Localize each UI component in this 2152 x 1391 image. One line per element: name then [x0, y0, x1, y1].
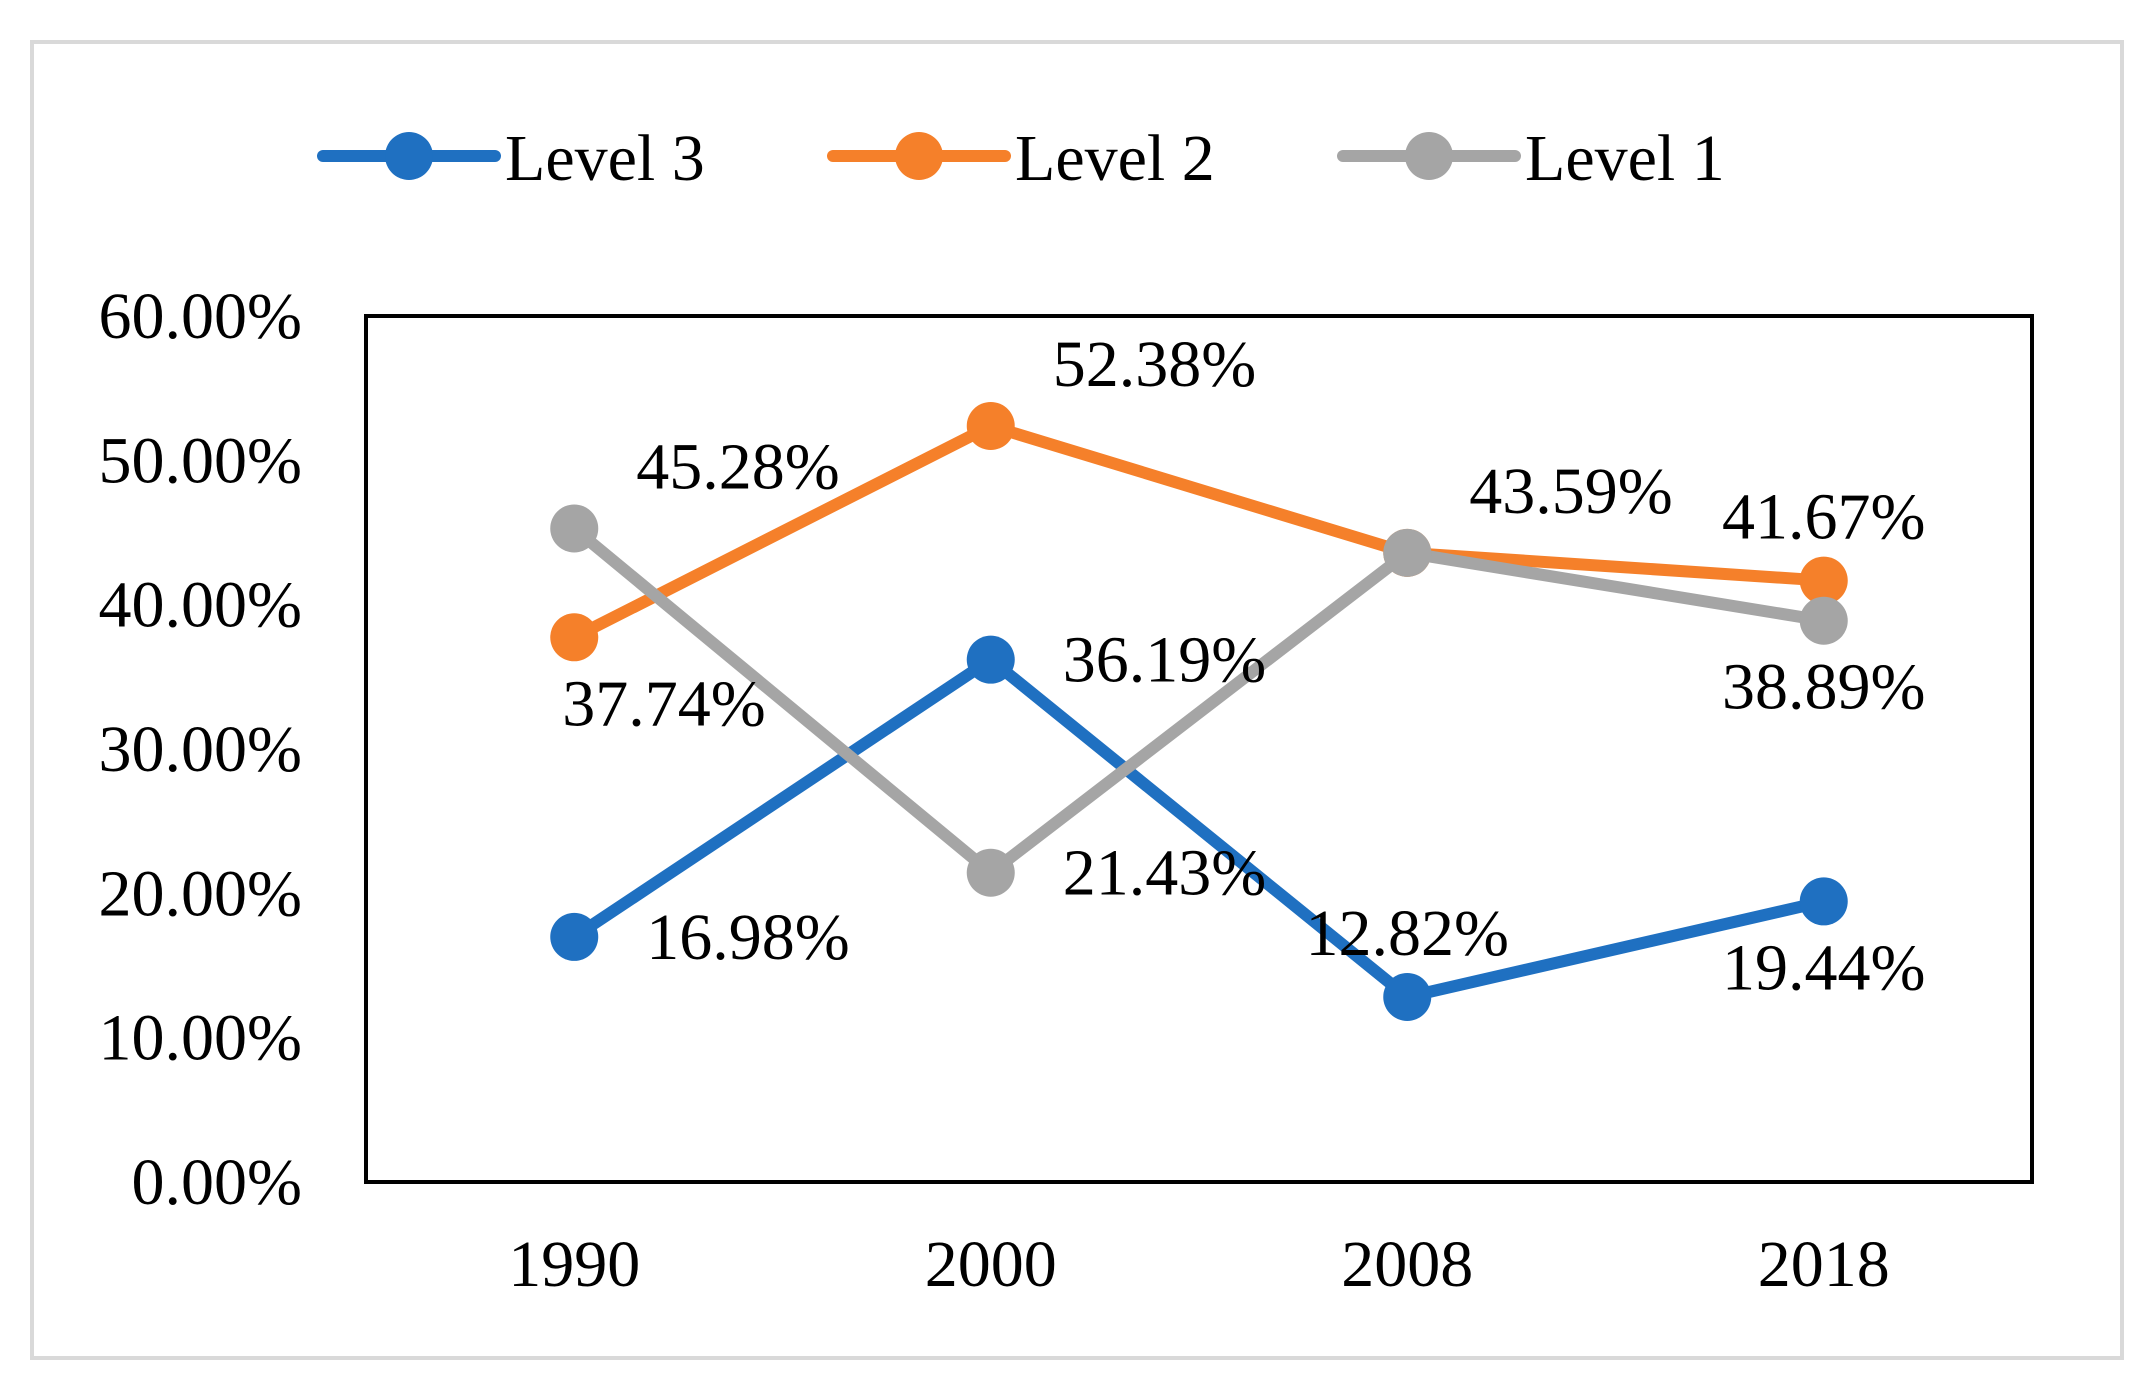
data-label-level-1: 21.43%	[1063, 837, 1266, 910]
legend: Level 3 Level 2 Level 1	[317, 122, 1725, 195]
y-tick-label: 50.00%	[99, 424, 302, 497]
series-layer	[550, 401, 1848, 1021]
data-point-level-3	[1383, 972, 1432, 1021]
data-label-level-2: 37.74%	[562, 667, 765, 740]
y-tick-label: 20.00%	[99, 857, 302, 930]
data-point-level-3	[1799, 877, 1848, 926]
x-tick-label: 2000	[925, 1228, 1057, 1301]
data-point-level-2	[966, 401, 1015, 450]
data-point-level-3	[966, 635, 1015, 684]
legend-label-level-2: Level 2	[1015, 122, 1215, 195]
data-point-level-1	[1383, 528, 1432, 577]
x-tick-label: 2018	[1758, 1228, 1890, 1301]
y-tick-label: 10.00%	[99, 1002, 302, 1075]
data-point-level-1	[966, 848, 1015, 897]
x-tick-label: 2008	[1341, 1228, 1473, 1301]
data-label-level-1-overlap: 43.59%	[1469, 455, 1672, 528]
series-line-level-2	[568, 419, 1830, 644]
data-label-level-2: 43.59%	[1469, 455, 1672, 528]
data-point-level-2	[1799, 556, 1848, 605]
data-label-level-2: 52.38%	[1053, 328, 1256, 401]
data-point-level-1	[550, 504, 599, 553]
y-axis: 0.00% 10.00% 20.00% 30.00% 40.00% 50.00% 60.00…	[99, 280, 302, 1219]
legend-marker-level-1	[1405, 132, 1453, 180]
plot-area	[364, 314, 2034, 1184]
chart-outer-border	[30, 40, 2124, 1360]
data-label-level-3: 12.82%	[1306, 897, 1509, 970]
data-label-level-3: 19.44%	[1722, 931, 1925, 1004]
y-tick-label: 30.00%	[99, 713, 302, 786]
data-label-level-1: 45.28%	[636, 430, 839, 503]
x-axis: 1990 2000 2008 2018	[508, 1228, 1890, 1301]
series-level-3	[550, 635, 1848, 1021]
data-label-level-2: 41.67%	[1722, 481, 1925, 554]
data-point-level-2	[550, 613, 599, 662]
legend-item-level-1: Level 1	[1337, 122, 1725, 195]
legend-marker-level-2	[895, 132, 943, 180]
series-line-level-1	[568, 522, 1830, 879]
data-point-level-1	[1799, 596, 1848, 645]
x-tick-label: 1990	[508, 1228, 640, 1301]
series-line-level-3	[568, 653, 1830, 1003]
data-label-level-1: 38.89%	[1722, 651, 1925, 724]
legend-label-level-3: Level 3	[505, 122, 705, 195]
data-point-level-3	[550, 912, 599, 961]
data-label-level-3: 36.19%	[1063, 624, 1266, 697]
legend-label-level-1: Level 1	[1525, 122, 1725, 195]
legend-marker-level-3	[385, 132, 433, 180]
series-level-1	[550, 504, 1848, 897]
legend-item-level-2: Level 2	[827, 122, 1215, 195]
data-labels: 16.98% 36.19% 12.82% 19.44% 37.74% 52.38% 43.5…	[562, 328, 1925, 1004]
data-label-level-3: 16.98%	[646, 901, 849, 974]
y-tick-label: 40.00%	[99, 569, 302, 642]
y-tick-label: 0.00%	[132, 1146, 302, 1219]
y-tick-label: 60.00%	[99, 280, 302, 353]
legend-item-level-3: Level 3	[317, 122, 705, 195]
